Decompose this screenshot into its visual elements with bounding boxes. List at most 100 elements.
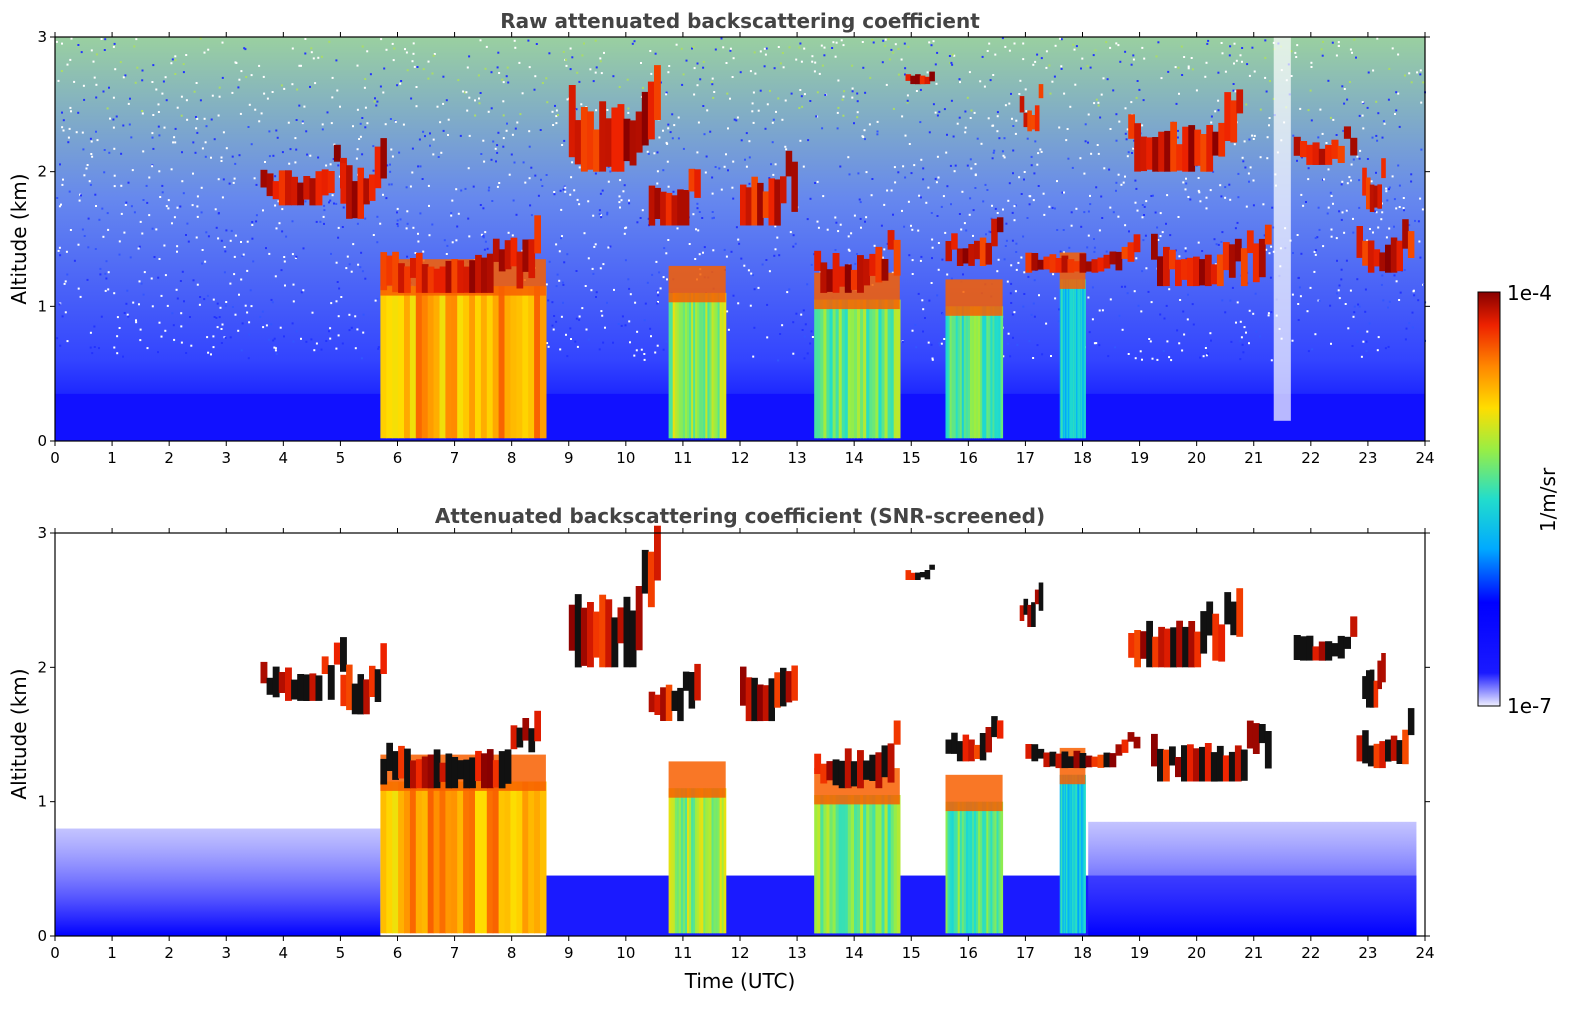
x-tick-label: 13 [788, 449, 807, 467]
x-tick-label: 5 [336, 449, 346, 467]
x-tick-label: 6 [393, 449, 403, 467]
x-tick-label: 19 [1130, 944, 1149, 962]
y-tick-label: 0 [37, 927, 47, 945]
x-tick-label: 24 [1415, 944, 1434, 962]
x-tick-label: 14 [845, 449, 864, 467]
x-tick-label: 21 [1244, 449, 1263, 467]
precip-column [668, 265, 727, 439]
y-tick-label: 1 [37, 297, 47, 315]
colorbar-min-label: 1e-7 [1507, 694, 1552, 718]
colorbar: 1e-4 1e-7 1/m/sr [1477, 281, 1560, 718]
cloud-layer [740, 150, 798, 226]
x-tick-label: 10 [616, 944, 635, 962]
precip-column [814, 272, 901, 439]
cloud-layer [380, 710, 541, 789]
panel-screened-xlabel: Time (UTC) [684, 969, 796, 993]
panel-raw-ylabel: Altitude (km) [7, 173, 31, 304]
cloud-layer [1025, 234, 1141, 273]
panel-screened-plot-area [55, 525, 1425, 936]
precip-column [945, 774, 1004, 934]
cloud-layer [380, 215, 541, 293]
x-tick-label: 12 [730, 449, 749, 467]
cloud-layer [1128, 89, 1244, 172]
x-tick-label: 4 [279, 944, 289, 962]
cloud-layer [814, 230, 901, 293]
x-tick-label: 13 [788, 944, 807, 962]
x-tick-label: 22 [1301, 944, 1320, 962]
x-tick-label: 22 [1301, 449, 1320, 467]
y-tick-label: 3 [37, 524, 47, 542]
colorbar-gradient [1477, 291, 1501, 707]
cloud-layer [905, 71, 935, 85]
x-tick-label: 2 [164, 944, 174, 962]
cloud-layer [648, 663, 701, 722]
x-tick-label: 8 [507, 449, 517, 467]
boundary-layer [55, 393, 1425, 441]
colorbar-max-label: 1e-4 [1507, 281, 1552, 305]
cloud-layer [905, 564, 935, 580]
x-tick-label: 23 [1358, 944, 1377, 962]
boundary-layer-left [55, 828, 381, 936]
x-tick-label: 16 [959, 449, 978, 467]
x-tick-label: 8 [507, 944, 517, 962]
panel-raw-x-ticks: 0 1 2 3 4 5 6 7 8 9 10 11 12 13 14 15 16 17 18 19 20 21 22 23 24 [50, 32, 1435, 467]
x-tick-label: 18 [1073, 944, 1092, 962]
x-tick-label: 23 [1358, 449, 1377, 467]
panel-screened-x-ticks: 0 1 2 3 4 5 6 7 8 9 10 11 12 13 14 15 16 17 18 19 20 21 22 23 24 [50, 528, 1435, 962]
x-tick-label: 9 [564, 449, 574, 467]
x-tick-label: 7 [450, 944, 460, 962]
y-tick-label: 2 [37, 658, 47, 676]
panel-screened-title: Attenuated backscattering coefficient (S… [435, 504, 1045, 528]
cloud-layer [814, 720, 901, 789]
cloud-layer [1362, 653, 1386, 708]
cloud-layer [1293, 126, 1358, 165]
x-tick-label: 6 [393, 944, 403, 962]
cloud-layer [1025, 732, 1141, 769]
x-tick-label: 20 [1187, 944, 1206, 962]
panel-raw-plot-area [55, 37, 1427, 441]
cloud-layer [1019, 84, 1044, 132]
x-tick-label: 2 [164, 449, 174, 467]
x-tick-label: 9 [564, 944, 574, 962]
x-tick-label: 24 [1415, 449, 1434, 467]
cloud-layer [945, 217, 1004, 266]
precip-column [1059, 747, 1086, 934]
x-tick-label: 0 [50, 944, 60, 962]
x-tick-label: 15 [902, 944, 921, 962]
cloud-layer [1362, 158, 1386, 212]
y-tick-label: 2 [37, 163, 47, 181]
x-tick-label: 19 [1130, 449, 1149, 467]
y-tick-label: 0 [37, 432, 47, 450]
x-tick-label: 3 [221, 449, 231, 467]
x-tick-label: 11 [673, 944, 692, 962]
cloud-layer [1019, 582, 1044, 627]
x-tick-label: 14 [845, 944, 864, 962]
panel-raw: Raw attenuated backscattering coefficien… [7, 9, 1435, 467]
x-tick-label: 1 [107, 944, 117, 962]
precip-column [668, 761, 727, 934]
y-tick-label: 3 [37, 28, 47, 46]
x-tick-label: 15 [902, 449, 921, 467]
colorbar-unit-label: 1/m/sr [1536, 467, 1560, 532]
x-tick-label: 5 [336, 944, 346, 962]
x-tick-label: 12 [730, 944, 749, 962]
precip-column [945, 279, 1004, 439]
x-tick-label: 16 [959, 944, 978, 962]
cloud-layer [1128, 588, 1244, 668]
cloud-layer [340, 643, 387, 715]
x-tick-label: 18 [1073, 449, 1092, 467]
panel-screened: Attenuated backscattering coefficient (S… [7, 504, 1435, 993]
cloud-layer [260, 637, 347, 701]
x-tick-label: 3 [221, 944, 231, 962]
cloud-layer [1293, 616, 1358, 661]
panel-raw-title: Raw attenuated backscattering coefficien… [500, 9, 980, 33]
cloud-layer [568, 65, 661, 172]
x-tick-label: 21 [1244, 944, 1263, 962]
precip-column [1059, 252, 1086, 439]
x-tick-label: 17 [1016, 449, 1035, 467]
panel-screened-y-ticks: 0 1 2 3 [37, 524, 1430, 945]
x-tick-label: 17 [1016, 944, 1035, 962]
cloud-layer [1151, 720, 1272, 782]
x-tick-label: 0 [50, 449, 60, 467]
